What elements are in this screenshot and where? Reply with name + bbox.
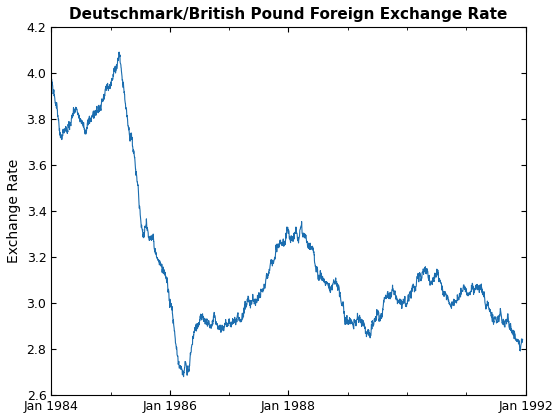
Y-axis label: Exchange Rate: Exchange Rate bbox=[7, 159, 21, 263]
Title: Deutschmark/British Pound Foreign Exchange Rate: Deutschmark/British Pound Foreign Exchan… bbox=[69, 7, 508, 22]
